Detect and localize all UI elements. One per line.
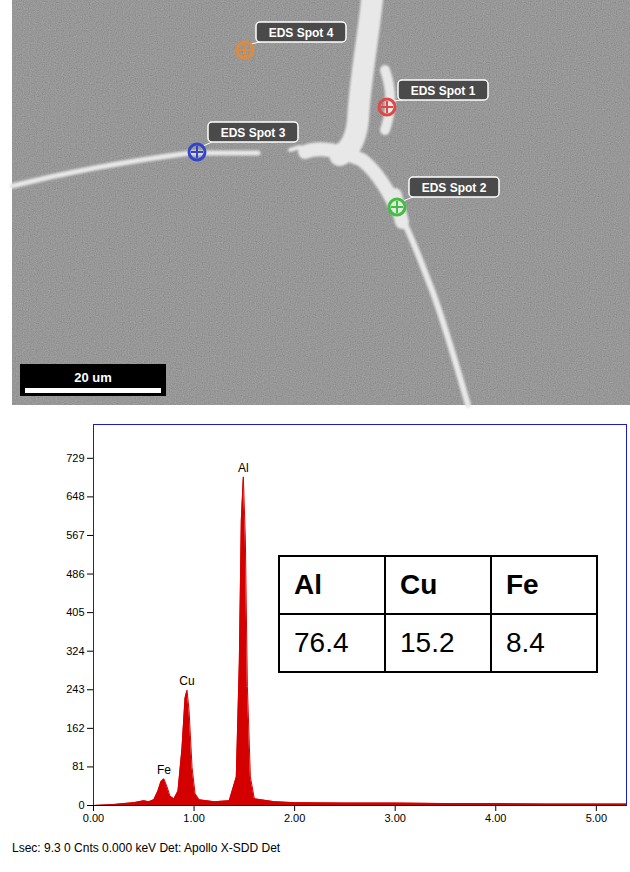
svg-text:2.00: 2.00	[284, 812, 305, 824]
svg-text:Cu: Cu	[179, 674, 194, 688]
html-text:8.4: 8.4	[506, 627, 545, 658]
svg-text:EDS Spot 4: EDS Spot 4	[269, 26, 334, 40]
html-text:Al: Al	[294, 569, 322, 600]
svg-text:4.00: 4.00	[485, 812, 506, 824]
svg-text:Al: Al	[238, 461, 249, 475]
svg-text:1.00: 1.00	[183, 812, 204, 824]
svg-text:EDS Spot 1: EDS Spot 1	[411, 84, 476, 98]
html-text:Fe: Fe	[506, 569, 539, 600]
svg-text:162: 162	[66, 722, 84, 734]
svg-text:567: 567	[66, 529, 84, 541]
html-text:76.4: 76.4	[294, 627, 349, 658]
svg-text:81: 81	[72, 760, 84, 772]
svg-text:486: 486	[66, 568, 84, 580]
html-text:Cu: Cu	[400, 569, 438, 600]
svg-text:20 um: 20 um	[74, 370, 112, 385]
html-text:Lsec: 9.3 0 Cnts 0.000 keV Det: Lsec: 9.3 0 Cnts 0.000 keV Det: Apollo X…	[12, 841, 281, 855]
svg-text:EDS Spot 3: EDS Spot 3	[221, 126, 286, 140]
svg-text:3.00: 3.00	[384, 812, 405, 824]
svg-text:243: 243	[66, 683, 84, 695]
svg-text:729: 729	[66, 452, 84, 464]
svg-text:0.00: 0.00	[83, 812, 104, 824]
svg-text:Fe: Fe	[157, 763, 171, 777]
html-text:15.2: 15.2	[400, 627, 455, 658]
svg-text:648: 648	[66, 490, 84, 502]
svg-text:EDS Spot 2: EDS Spot 2	[422, 181, 487, 195]
svg-text:405: 405	[66, 606, 84, 618]
svg-text:5.00: 5.00	[586, 812, 607, 824]
svg-text:324: 324	[66, 645, 84, 657]
svg-text:0: 0	[78, 799, 84, 811]
